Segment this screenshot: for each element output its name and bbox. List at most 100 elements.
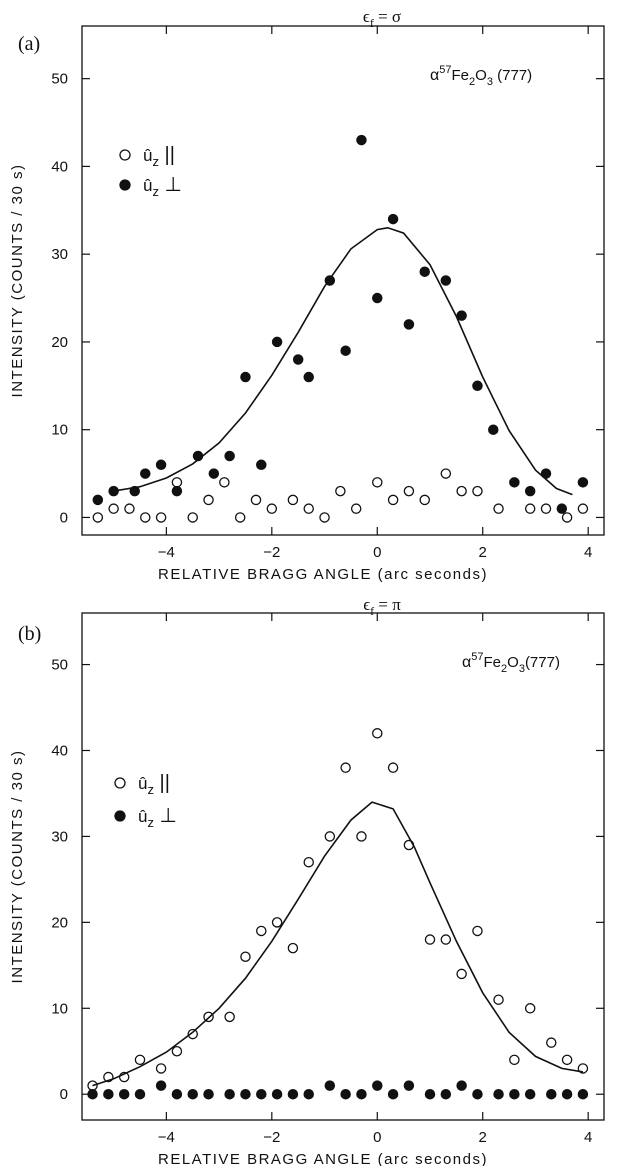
- data-point-open: [92, 512, 104, 523]
- data-point-filled: [540, 468, 552, 479]
- chart-title: ϵf = σ: [363, 7, 401, 30]
- plot-frame: [81, 25, 605, 536]
- data-point-open: [472, 485, 483, 497]
- y-tick-label: 30: [51, 246, 68, 263]
- data-point-filled: [271, 336, 283, 348]
- y-tick-label: 0: [60, 509, 68, 526]
- data-point-filled: [155, 459, 167, 471]
- data-point-open: [440, 934, 452, 945]
- x-tick-label: −4: [158, 1129, 175, 1146]
- data-point-filled: [546, 1088, 557, 1100]
- data-point-open: [424, 934, 436, 945]
- data-point-filled: [171, 485, 183, 497]
- data-point-filled: [509, 1088, 520, 1100]
- data-point-filled: [356, 134, 367, 146]
- data-point-open: [155, 1063, 167, 1074]
- data-point-open: [287, 494, 299, 506]
- data-point-filled: [387, 1088, 399, 1100]
- y-tick-label: 10: [51, 1000, 68, 1017]
- legend-label: ûz ⊥: [143, 174, 182, 199]
- legend-label: ûz ||: [138, 772, 170, 797]
- data-point-open: [319, 512, 330, 523]
- x-tick-label: 0: [373, 1129, 381, 1146]
- data-point-open: [340, 762, 351, 773]
- data-point-filled: [488, 424, 499, 435]
- data-point-open: [335, 485, 346, 497]
- data-point-filled: [403, 1080, 415, 1091]
- legend-label: ûz ⊥: [138, 805, 177, 830]
- data-point-filled: [287, 1088, 299, 1100]
- data-point-filled: [340, 1088, 351, 1100]
- data-point-filled: [340, 345, 351, 356]
- data-point-open: [561, 512, 573, 523]
- data-point-open: [155, 512, 167, 523]
- data-point-open: [493, 503, 504, 514]
- data-point-filled: [87, 1088, 98, 1100]
- data-point-open: [324, 831, 336, 842]
- data-point-filled: [155, 1080, 167, 1091]
- compound-annotation: α57Fe2O3(777): [462, 651, 560, 675]
- data-point-filled: [456, 1080, 467, 1091]
- data-point-filled: [103, 1088, 114, 1100]
- data-point-open: [287, 942, 299, 954]
- data-point-filled: [256, 459, 267, 471]
- data-point-open: [472, 925, 483, 937]
- data-point-filled: [372, 292, 383, 304]
- data-point-filled: [561, 1088, 573, 1100]
- data-point-open: [219, 477, 230, 488]
- y-tick-label: 40: [51, 742, 68, 759]
- x-tick-label: −2: [263, 1129, 280, 1146]
- data-point-open: [171, 1046, 183, 1057]
- x-tick-label: 2: [479, 544, 487, 561]
- data-point-open: [187, 512, 198, 523]
- data-point-filled: [92, 494, 104, 506]
- y-tick-label: 50: [51, 71, 68, 88]
- data-point-filled: [424, 1088, 436, 1100]
- data-point-filled: [324, 1080, 336, 1091]
- data-point-open: [203, 494, 214, 506]
- data-point-filled: [203, 1088, 214, 1100]
- data-point-filled: [440, 275, 452, 286]
- data-point-filled: [240, 1088, 251, 1100]
- y-tick-label: 0: [60, 1086, 68, 1103]
- y-tick-label: 30: [51, 828, 68, 845]
- data-point-open: [134, 1054, 146, 1066]
- data-point-filled: [129, 485, 140, 497]
- data-point-filled: [577, 477, 589, 488]
- data-point-filled: [556, 503, 568, 514]
- fit-curve: [92, 801, 584, 1087]
- data-point-open: [403, 485, 415, 497]
- data-point-filled: [303, 371, 314, 383]
- data-point-open: [256, 925, 267, 937]
- data-point-open: [372, 477, 383, 488]
- data-point-open: [456, 968, 467, 980]
- chart-title: ϵf = π: [363, 595, 401, 618]
- x-tick-label: 4: [584, 544, 592, 561]
- data-point-open: [240, 951, 251, 962]
- data-point-open: [266, 503, 278, 514]
- data-point-filled: [456, 310, 467, 321]
- x-tick-label: −2: [263, 544, 280, 561]
- data-point-filled: [292, 354, 304, 365]
- x-tick-label: −4: [158, 544, 175, 561]
- y-axis-title: INTENSITY (COUNTS / 30 s): [9, 164, 26, 398]
- data-point-open: [303, 856, 314, 868]
- data-point-open: [524, 503, 536, 514]
- data-point-filled: [472, 380, 483, 392]
- y-tick-label: 10: [51, 422, 68, 439]
- data-point-filled: [419, 266, 430, 277]
- data-point-filled: [171, 1088, 183, 1100]
- legend-marker-filled: [119, 179, 131, 191]
- x-axis-title: RELATIVE BRAGG ANGLE (arc seconds): [158, 566, 488, 583]
- data-point-filled: [256, 1088, 267, 1100]
- data-point-open: [224, 1011, 235, 1023]
- data-point-filled: [140, 468, 151, 479]
- x-tick-label: 0: [373, 544, 381, 561]
- compound-annotation: α57Fe2O3 (777): [430, 64, 532, 88]
- data-point-open: [540, 503, 552, 514]
- data-point-filled: [372, 1080, 383, 1091]
- data-point-open: [356, 831, 367, 842]
- data-point-open: [387, 494, 399, 506]
